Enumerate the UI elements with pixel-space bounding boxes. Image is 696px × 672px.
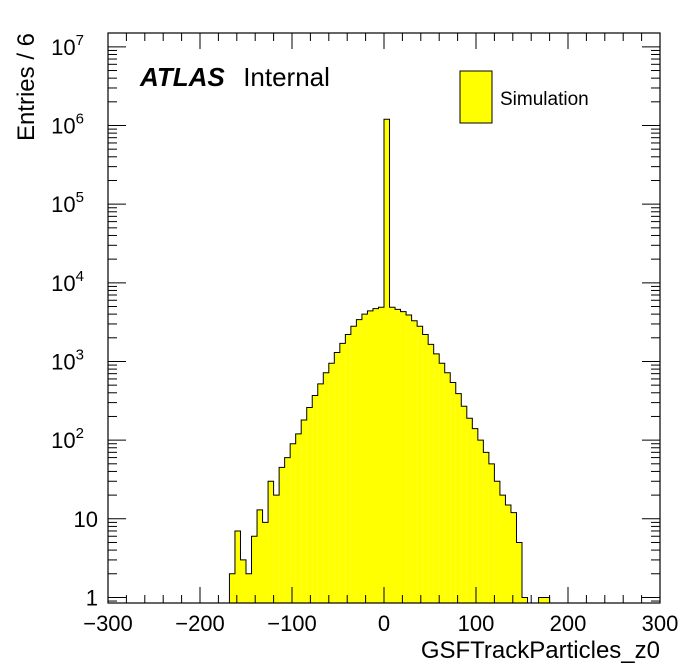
histogram-bar (345, 334, 351, 603)
histogram-bar (234, 530, 241, 603)
histogram-bar (505, 504, 511, 603)
y-tick-label: 103 (51, 346, 84, 374)
histogram-bar (433, 353, 440, 603)
histogram-bar (522, 597, 528, 603)
histogram-bar (378, 307, 384, 603)
y-tick-exponent: 2 (76, 425, 84, 442)
histogram-bar (461, 406, 467, 603)
x-tick-label: −100 (267, 611, 317, 636)
histogram-bar (279, 467, 285, 603)
histogram-bar (306, 407, 313, 603)
histogram-bar (257, 509, 263, 603)
x-tick-label: 300 (642, 611, 679, 636)
histogram-bar (510, 512, 517, 603)
histogram-bar (295, 433, 302, 603)
y-tick-label: 1 (86, 585, 98, 610)
histogram-bar (417, 326, 423, 603)
atlas-label: ATLAS Internal (139, 62, 330, 92)
atlas-status-label: Internal (243, 62, 330, 92)
histogram-bar (499, 495, 506, 603)
y-tick-label: 104 (51, 268, 84, 296)
histogram-bar (312, 395, 318, 603)
histogram-bars (229, 119, 550, 604)
histogram-bar (466, 418, 473, 603)
y-tick-exponent: 3 (76, 346, 84, 363)
x-tick-label: −200 (175, 611, 225, 636)
y-tick-exponent: 5 (76, 189, 84, 206)
legend: Simulation (459, 70, 589, 124)
y-tick-exponent: 4 (76, 268, 84, 285)
y-tick-label: 107 (51, 32, 84, 60)
y-tick-label: 10 (74, 507, 98, 532)
y-tick-base: 10 (51, 35, 75, 60)
y-tick-base: 10 (51, 271, 75, 296)
x-tick-label: 100 (458, 611, 495, 636)
histogram-bar (488, 463, 495, 603)
histogram-bar (268, 481, 274, 603)
histogram-bar (439, 363, 445, 603)
y-tick-label: 102 (51, 425, 84, 453)
x-tick-label: 0 (378, 611, 390, 636)
y-tick-base: 10 (51, 192, 75, 217)
histogram-bar (262, 522, 269, 603)
histogram-bar (361, 314, 368, 603)
legend-label-simulation: Simulation (500, 89, 589, 110)
histogram-bar (395, 309, 401, 603)
histogram-bar (422, 334, 429, 603)
histogram-bar (450, 382, 456, 603)
histogram-bar (317, 383, 324, 603)
histogram-bar (516, 542, 522, 603)
y-tick-exponent: 6 (76, 111, 84, 128)
histogram-bar (411, 320, 418, 603)
histogram-bar (350, 326, 357, 603)
histogram-bar (273, 495, 280, 603)
histogram-bar (372, 308, 379, 603)
x-tick-label: −300 (83, 611, 133, 636)
histogram-bar (356, 319, 362, 603)
histogram-bar (339, 343, 346, 603)
histogram-bar (284, 457, 291, 603)
x-axis-title: GSFTrackParticles_z0 (421, 637, 660, 664)
histogram-bar (389, 307, 396, 603)
y-axis-title: Entries / 6 (13, 33, 40, 141)
histogram-bar (406, 314, 412, 603)
histogram-bar (323, 372, 329, 603)
y-tick-label: 106 (51, 111, 84, 139)
y-tick-label: 105 (51, 189, 84, 217)
histogram-bar (229, 573, 235, 603)
x-tick-label: 200 (550, 611, 587, 636)
histogram-bar (290, 443, 296, 603)
histogram-bar (301, 420, 307, 603)
y-tick-exponent: 7 (76, 32, 84, 49)
atlas-experiment-label: ATLAS (139, 62, 225, 92)
histogram-bar (428, 344, 434, 603)
histogram-bar (400, 311, 407, 603)
histogram-bar (455, 393, 462, 603)
histogram-bar (538, 597, 545, 603)
histogram-bar (246, 573, 252, 603)
histogram-bar (384, 119, 390, 604)
y-tick-base: 10 (51, 428, 75, 453)
histogram-bar (444, 372, 451, 603)
histogram-bar (544, 597, 550, 603)
legend-swatch-simulation (459, 70, 493, 124)
y-tick-base: 10 (51, 349, 75, 374)
histogram-bar (251, 536, 258, 603)
histogram-bar (494, 481, 500, 603)
histogram-bar (240, 559, 246, 603)
y-tick-base: 10 (51, 114, 75, 139)
x-axis-ticks: −300 −200 −100 0 100 200 300 (83, 33, 678, 636)
histogram-bar (477, 440, 484, 603)
histogram-bar (483, 452, 489, 603)
histogram-bar (367, 310, 373, 603)
histogram-bar (472, 428, 478, 603)
histogram-bar (328, 363, 335, 603)
histogram-bar (334, 352, 340, 603)
